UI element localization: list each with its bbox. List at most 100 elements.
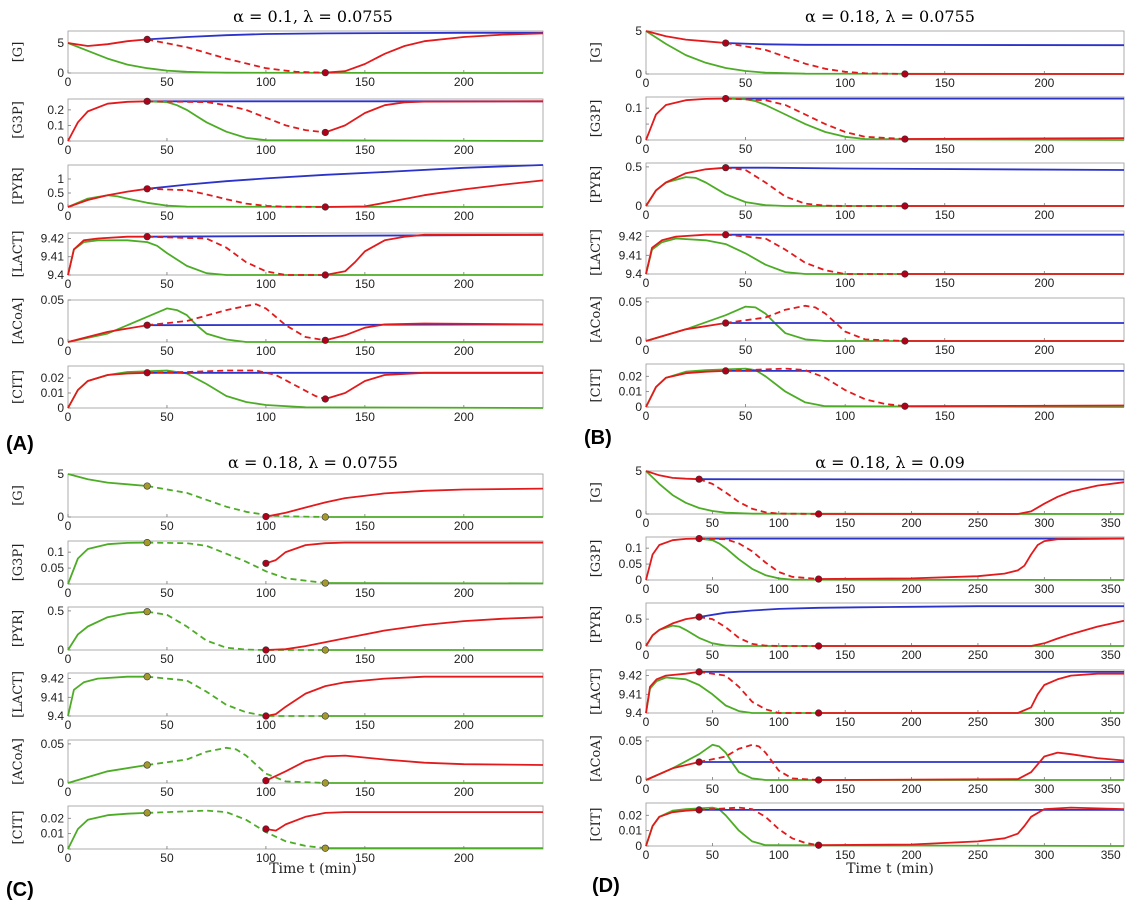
panel-b-pyr-marker-point — [722, 164, 730, 172]
panel-b-label: (B) — [584, 427, 612, 449]
panel-d-cit-series-red — [818, 806, 1125, 847]
panel-a-lact-subplot: 0 50 100 150 200 9.4 9.41 9.42 [LACT] — [11, 231, 544, 291]
panel-a-cit-x-tick-label: 150 — [355, 410, 375, 424]
panel-c-acoa-series-green-dashed — [147, 746, 326, 784]
panel-b-g3p-y-tick-label: 0 — [635, 133, 642, 147]
panel-d-acoa-y-tick-label: 0.05 — [619, 734, 643, 748]
panel-b-g-y-tick-label: 5 — [635, 24, 642, 38]
panel-a-pyr-series-red-dashed — [147, 187, 326, 208]
panel-d-lact-x-tick-label: 0 — [643, 715, 650, 729]
panel-a-lact-frame — [67, 232, 544, 276]
panel-c-g3p-y-tick-label: 0.05 — [41, 561, 65, 575]
panel-d-cit-y-axis-label: [CIT] — [589, 808, 604, 842]
panel-b-g-series-red-dashed — [725, 42, 905, 75]
panel-a-pyr-y-tick-label: 1 — [57, 172, 64, 186]
panel-a-label: (A) — [6, 433, 34, 455]
panel-c-cit-y-tick-label: 0.01 — [41, 827, 65, 841]
panel-c-cit-subplot: 0 50 100 150 200 00.01 0.02 [CIT] — [11, 805, 544, 865]
panel-c-cit-marker-point — [262, 825, 270, 833]
panel-b-acoa-series-green — [645, 305, 1124, 342]
panel-b-g-y-tick-label: 0 — [635, 67, 642, 81]
panel-c-g3p-y-tick-label: 0.1 — [47, 545, 64, 559]
panel-d-lact-x-tick-label: 250 — [968, 715, 988, 729]
panel-d-pyr-x-tick-label: 100 — [769, 648, 789, 662]
panel-b-g-marker-point — [722, 39, 730, 47]
panel-c-g3p-series-green-dashed — [147, 541, 326, 584]
panel-c-pyr-x-tick-label: 50 — [160, 652, 174, 666]
panel-b-g-marker-point — [901, 70, 909, 78]
panel-b-acoa-subplot: 0 50 100 150 200 0 0.05 [ACoA] — [589, 295, 1125, 357]
panel-d-g-y-tick-label: 5 — [635, 464, 642, 478]
panel-c-pyr-x-tick-label: 0 — [65, 652, 72, 666]
panel-d-g3p-x-tick-label: 0 — [643, 582, 650, 596]
panel-a-pyr-series-red — [67, 187, 148, 208]
panel-a-cit-y-tick-label: 0.01 — [41, 386, 65, 400]
panel-b-cit-series-red — [904, 404, 1125, 408]
panel-a-g3p-marker-point — [321, 128, 329, 137]
panel-c-acoa-series-red — [265, 754, 544, 782]
panel-a-g3p-y-tick-label: 0.1 — [47, 118, 64, 132]
panel-c-g3p-marker-point — [262, 559, 270, 567]
panel-b-acoa-frame — [645, 297, 1125, 342]
panel-b-lact-x-tick-label: 200 — [1034, 276, 1054, 290]
panel-c-g-series-green-dashed — [147, 485, 326, 518]
panel-d-x-axis-label: Time t (min) — [846, 861, 934, 877]
panel-a-acoa-marker-point — [321, 336, 329, 344]
panel-b-lact-y-tick-label: 9.42 — [619, 230, 643, 244]
panel-c-lact-marker-point — [143, 673, 151, 681]
panel-a-cit-marker-point — [143, 369, 151, 377]
panel-d-g3p-y-tick-label: 0 — [635, 573, 642, 587]
panel-c-x-axis-label: Time t (min) — [269, 861, 357, 877]
panel-c-cit-marker-point — [143, 809, 151, 817]
panel-d-lact-x-tick-label: 300 — [1034, 715, 1054, 729]
panel-c-g-marker-point — [321, 513, 329, 521]
panel-c-lact-x-tick-label: 150 — [355, 718, 375, 732]
panel-c-acoa-series-green — [67, 764, 148, 784]
panel-d-acoa-x-tick-label: 0 — [643, 782, 650, 796]
panel-b-cit-series-red-dashed — [725, 367, 906, 408]
panel-d-g3p-x-tick-label: 350 — [1101, 582, 1121, 596]
panel-a-cit-y-tick-label: 0.02 — [41, 371, 65, 385]
panel-a-g-x-tick-label: 150 — [355, 75, 375, 89]
panel-c-pyr-frame — [67, 606, 544, 651]
panel-c-cit-x-tick-label: 150 — [355, 851, 375, 865]
panel-d-cit-marker-point — [815, 841, 823, 849]
panel-a-cit-subplot: 0 50 100 150 200 00.010.02 [CIT] — [11, 365, 544, 424]
panel-a-lact-series-red-dashed — [147, 235, 326, 276]
panel-a-pyr-series-red — [325, 179, 544, 208]
panel-d-lact-x-tick-label: 50 — [706, 715, 720, 729]
panel-d-g-frame — [645, 470, 1125, 515]
panel-d-g-x-tick-label: 0 — [643, 516, 650, 530]
panel-a-g-x-tick-label: 200 — [454, 75, 474, 89]
panel-c-g3p-x-tick-label: 150 — [355, 586, 375, 600]
panel-a-lact-x-tick-label: 200 — [454, 277, 474, 291]
panel-b-pyr-y-tick-label: 0 — [635, 199, 642, 213]
panel-d-acoa-x-tick-label: 50 — [706, 782, 720, 796]
panel-d-g3p-series-red — [645, 537, 700, 581]
panel-c-g3p-marker-point — [143, 538, 151, 547]
panel-b-acoa-x-tick-label: 50 — [739, 343, 753, 357]
panel-a-g-marker-point — [321, 69, 329, 77]
panel-b-title: α = 0.18, λ = 0.0755 — [805, 7, 975, 26]
panel-d-g3p-x-tick-label: 150 — [835, 582, 855, 596]
panel-a-acoa-y-tick-label: 0 — [57, 335, 64, 349]
panel-a-g-series-blue — [147, 31, 543, 41]
panel-b-g-x-tick-label: 100 — [835, 76, 855, 90]
panel-d-pyr-marker-point — [695, 613, 703, 621]
panel-c-acoa-marker-point — [262, 777, 270, 785]
panel-d-g3p-x-tick-label: 100 — [769, 582, 789, 596]
panel-b-pyr-x-tick-label: 150 — [935, 208, 955, 222]
panel-d-g3p-y-tick-label: 0.1 — [625, 541, 642, 555]
panel-c-lact-x-tick-label: 50 — [160, 718, 174, 732]
panel-a-cit-series-red — [67, 371, 148, 409]
panel-b-acoa-y-axis-label: [ACoA] — [589, 296, 604, 343]
panel-a-lact-marker-point — [143, 233, 151, 241]
panel-d-acoa-marker-point — [695, 758, 703, 766]
panel-c-g3p-x-tick-label: 50 — [160, 586, 174, 600]
panel-c-g3p-x-tick-label: 0 — [65, 586, 72, 600]
panel-a-pyr-x-tick-label: 50 — [160, 209, 174, 223]
panel-d-g-y-axis-label: [G] — [589, 482, 604, 503]
panel-a-lact-x-tick-label: 100 — [256, 277, 276, 291]
